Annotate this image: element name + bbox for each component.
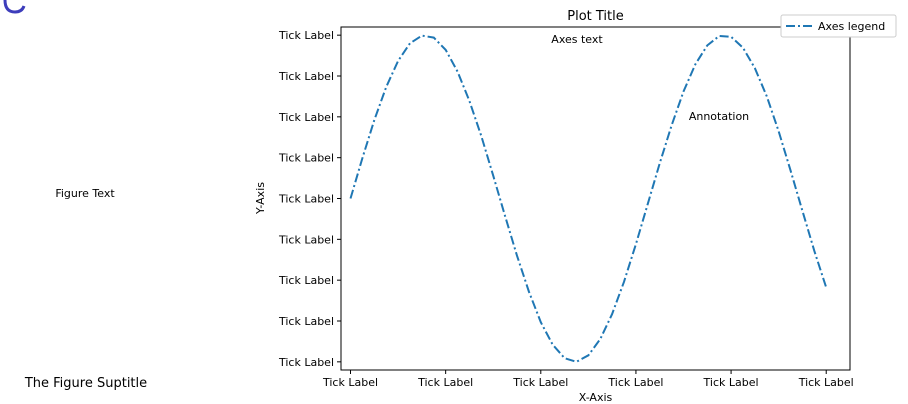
axes-text: Axes text [551,33,603,46]
x-tick-label: Tick Label [703,376,759,389]
y-tick-label: Tick Label [278,233,334,246]
x-tick-label: Tick Label [322,376,378,389]
series-line-axes-legend [349,34,828,363]
corner-logo-fragment [3,0,26,14]
x-ticks: Tick Label Tick Label Tick Label Tick Label… [322,370,854,389]
legend: Axes legend [780,14,897,38]
y-tick-label: Tick Label [278,70,334,83]
y-ticks: Tick Label Tick Label Tick Label Tick Label… [278,29,341,369]
y-axis-label: Y-Axis [254,182,267,215]
x-tick-label: Tick Label [607,376,663,389]
figure-suptitle: The Figure Suptitle [24,376,147,391]
annotation: Annotation [689,110,749,123]
legend-label: Axes legend [818,20,885,33]
y-tick-label: Tick Label [278,274,334,287]
y-tick-label: Tick Label [278,315,334,328]
y-tick-label: Tick Label [278,152,334,165]
y-tick-label: Tick Label [278,29,334,42]
x-axis-label: X-Axis [579,391,613,404]
x-tick-label: Tick Label [512,376,568,389]
x-tick-label: Tick Label [798,376,854,389]
y-tick-label: Tick Label [278,193,334,206]
legend-box [780,14,897,38]
x-tick-label: Tick Label [417,376,473,389]
figure-text: Figure Text [55,187,115,200]
plot-title: Plot Title [567,9,624,24]
y-tick-label: Tick Label [278,356,334,369]
axes-frame [340,26,851,371]
y-tick-label: Tick Label [278,111,334,124]
